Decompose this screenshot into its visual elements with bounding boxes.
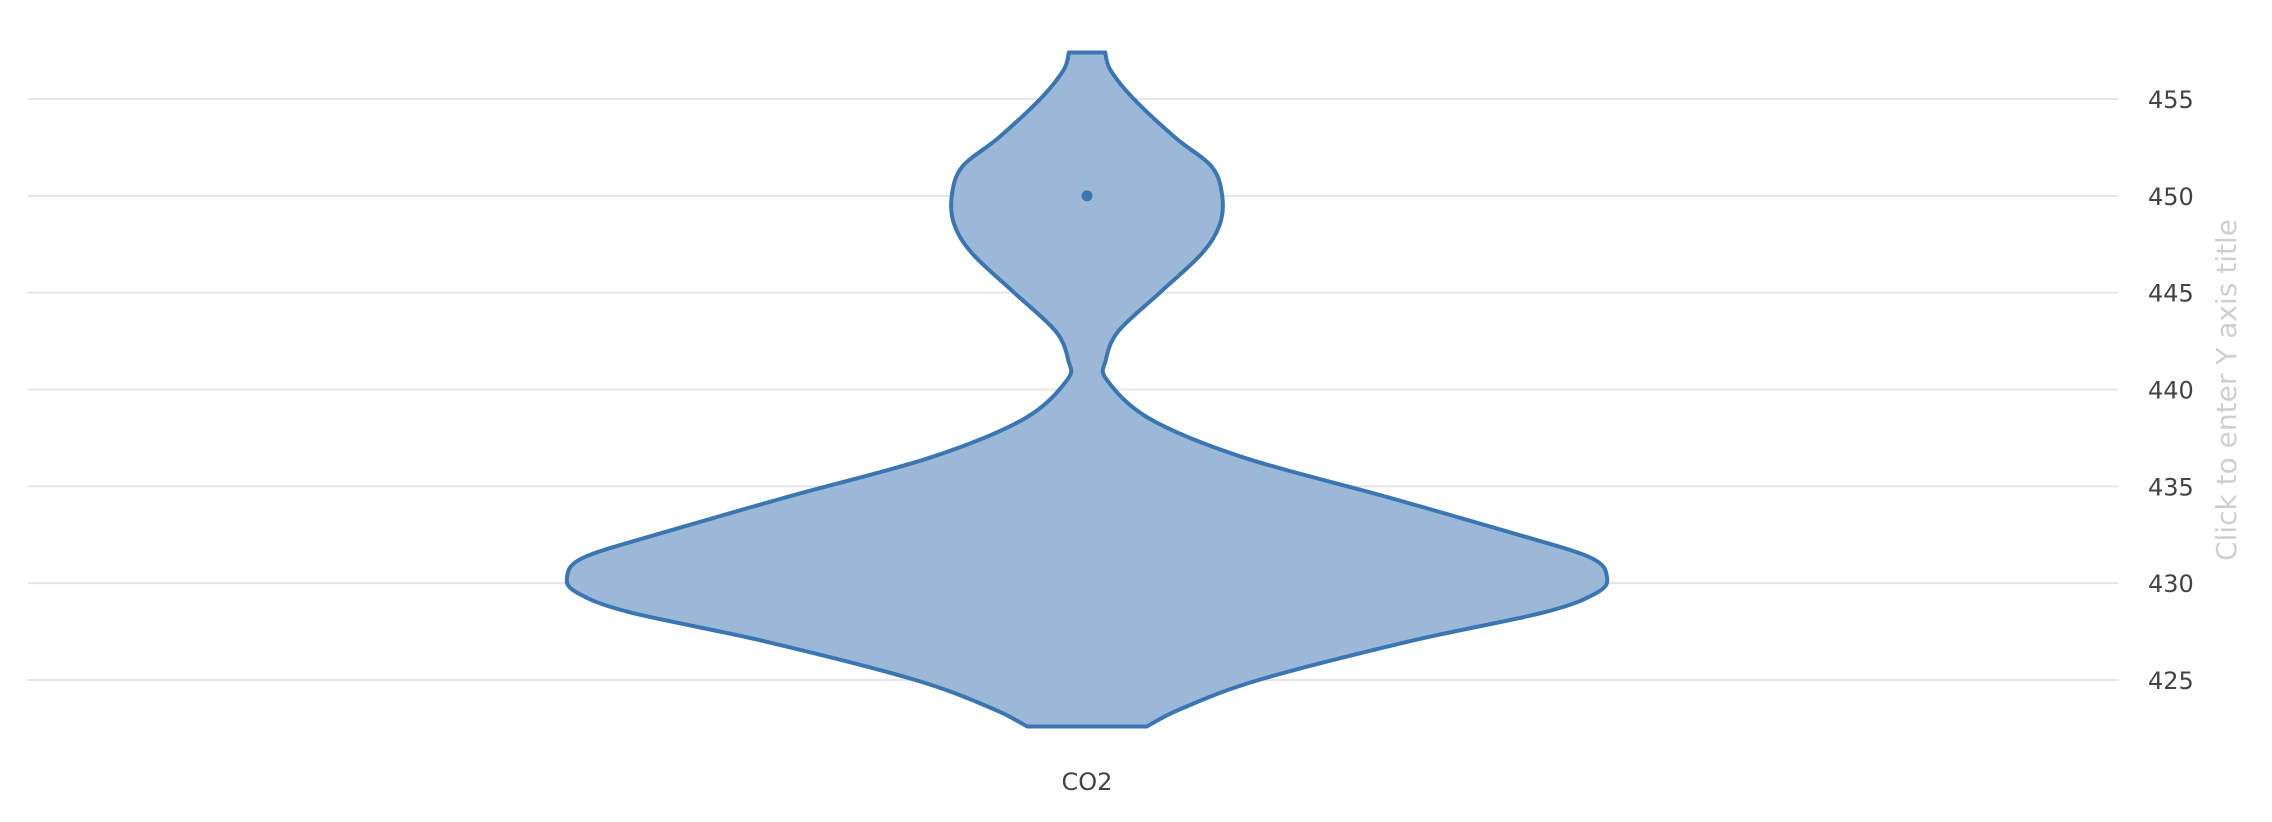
violin-shape[interactable] [564,50,1610,729]
y-tick-label: 425 [2148,667,2194,695]
y-tick-label: 455 [2148,86,2194,114]
violin-layer [564,50,1610,729]
x-category-labels: CO2 [1062,768,1113,796]
y-tick-label: 430 [2148,570,2194,598]
x-category-label: CO2 [1062,768,1113,796]
y-tick-label: 450 [2148,183,2194,211]
y-axis-title[interactable]: Click to enter Y axis title [2210,219,2243,561]
y-tick-label: 445 [2148,280,2194,308]
y-tick-label: 440 [2148,377,2194,405]
median-point[interactable] [1081,190,1093,202]
y-tick-label: 435 [2148,473,2194,501]
y-tick-labels: 425 430 435 440 445 450 455 [2148,86,2194,695]
